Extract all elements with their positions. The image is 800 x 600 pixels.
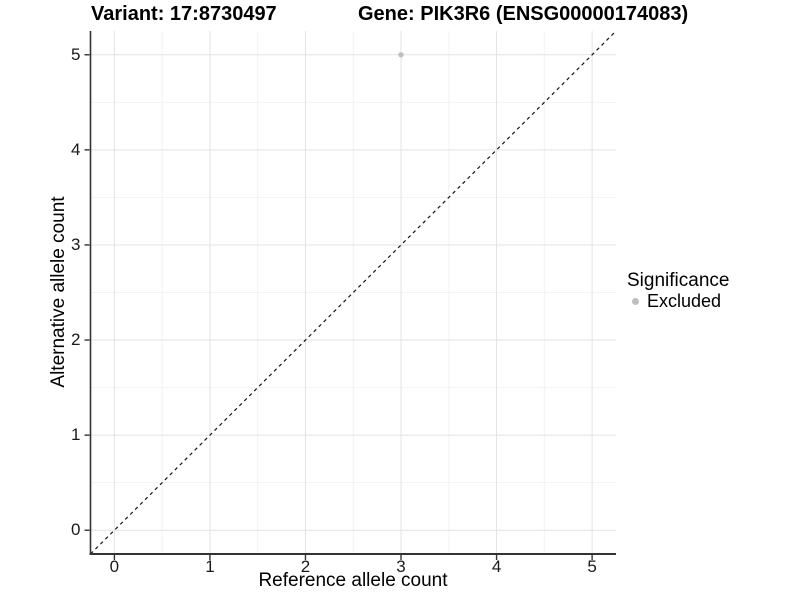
x-axis-title: Reference allele count xyxy=(258,570,448,591)
legend-item-excluded: Excluded xyxy=(627,292,729,311)
legend-item-label: Excluded xyxy=(647,291,722,311)
legend-title: Significance xyxy=(627,270,730,291)
plot-title-variant: Variant: 17:8730497 xyxy=(91,3,277,25)
identity-dashed-line xyxy=(90,30,617,555)
y-axis-title: Alternative allele count xyxy=(48,196,69,388)
legend-marker-circle-icon xyxy=(632,298,639,305)
legend: Significance Excluded xyxy=(627,271,729,311)
data-point-excluded xyxy=(398,52,404,58)
plot-title-gene: Gene: PIK3R6 (ENSG00000174083) xyxy=(358,3,689,25)
